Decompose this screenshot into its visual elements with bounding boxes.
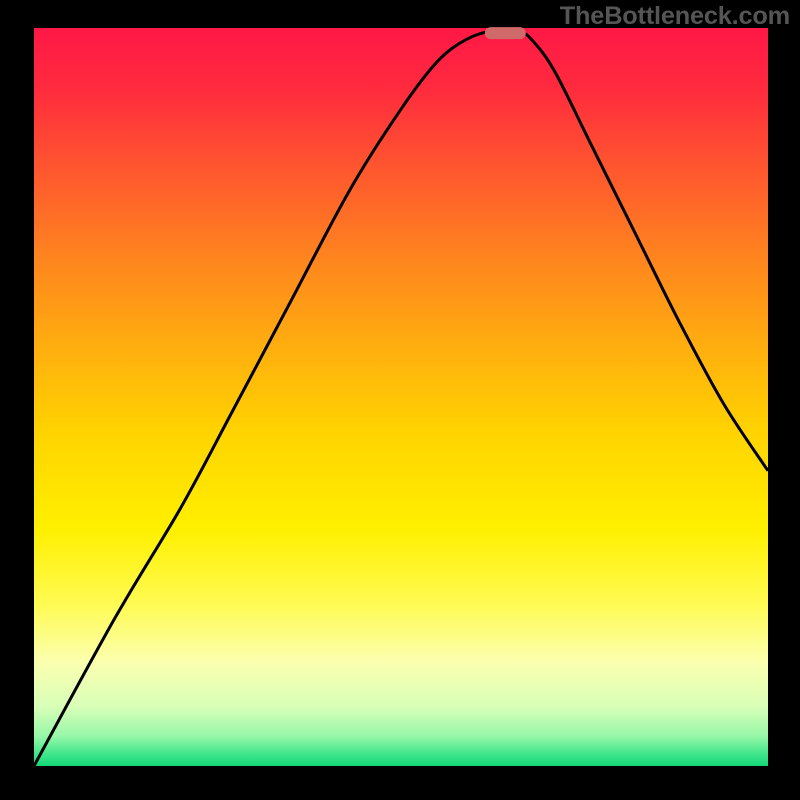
optimum-marker — [485, 27, 525, 39]
plot-area — [34, 28, 768, 766]
watermark-text: TheBottleneck.com — [560, 2, 790, 31]
curve-path — [34, 30, 768, 766]
chart-canvas: TheBottleneck.com — [0, 0, 800, 800]
bottleneck-curve — [34, 28, 768, 766]
